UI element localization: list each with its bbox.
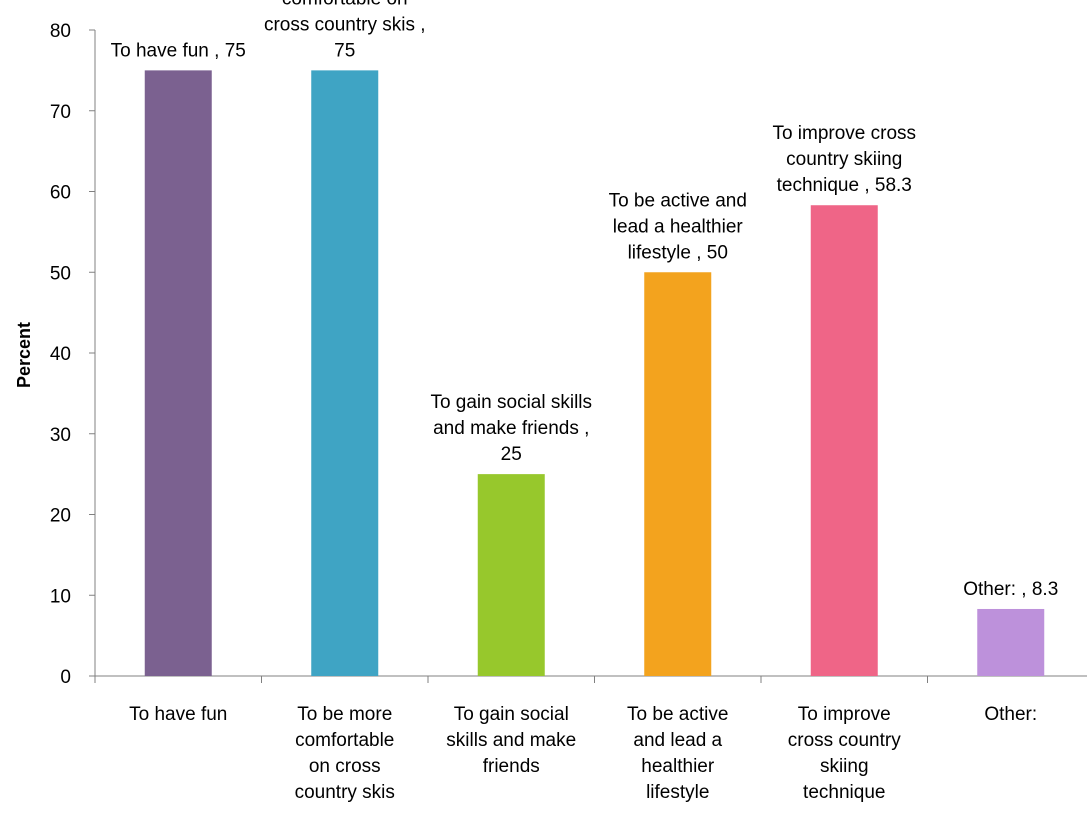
y-axis-title: Percent (14, 322, 34, 388)
x-category-label: To gain social skills and make friends (446, 704, 576, 777)
bar (977, 608, 1045, 676)
axes (94, 30, 1087, 683)
bar (810, 205, 878, 677)
data-label: Other: , 8.3 (963, 579, 1058, 600)
bar (311, 70, 379, 676)
x-category-label: To be active and lead a healthier lifestyle (627, 704, 728, 803)
y-tick-label: 20 (50, 506, 71, 527)
x-category-label: To have fun (129, 704, 227, 725)
x-category-label: To be more comfortable on cross country ski… (295, 704, 395, 803)
y-tick-label: 80 (50, 21, 71, 42)
y-tick-label: 10 (50, 586, 71, 607)
data-label: To have fun , 75 (111, 40, 246, 61)
data-label: To be active and lead a healthier lifestyl… (609, 190, 747, 263)
y-tick-label: 60 (50, 183, 71, 204)
bars (144, 70, 1045, 677)
x-category-label: To improve cross country skiing technique (788, 704, 901, 803)
y-tick-label: 50 (50, 263, 71, 284)
category-labels: To have fun To be more comfortable on cross… (129, 704, 1037, 803)
x-category-label: Other: (984, 704, 1037, 725)
bar (477, 474, 545, 676)
data-label: To gain social skills and make friends ,2… (430, 392, 592, 465)
bar (644, 272, 712, 676)
y-tick-label: 30 (50, 425, 71, 446)
y-tick-label: 40 (50, 344, 71, 365)
data-label: To improve cross country skiing technique … (772, 123, 916, 196)
y-tick-label: 0 (60, 667, 71, 688)
y-tick-label: 70 (50, 102, 71, 123)
y-axis-ticks: 0 10 20 30 40 50 60 70 80 (50, 21, 95, 688)
y-axis-title-group: Percent (14, 322, 34, 388)
bar (144, 70, 212, 676)
